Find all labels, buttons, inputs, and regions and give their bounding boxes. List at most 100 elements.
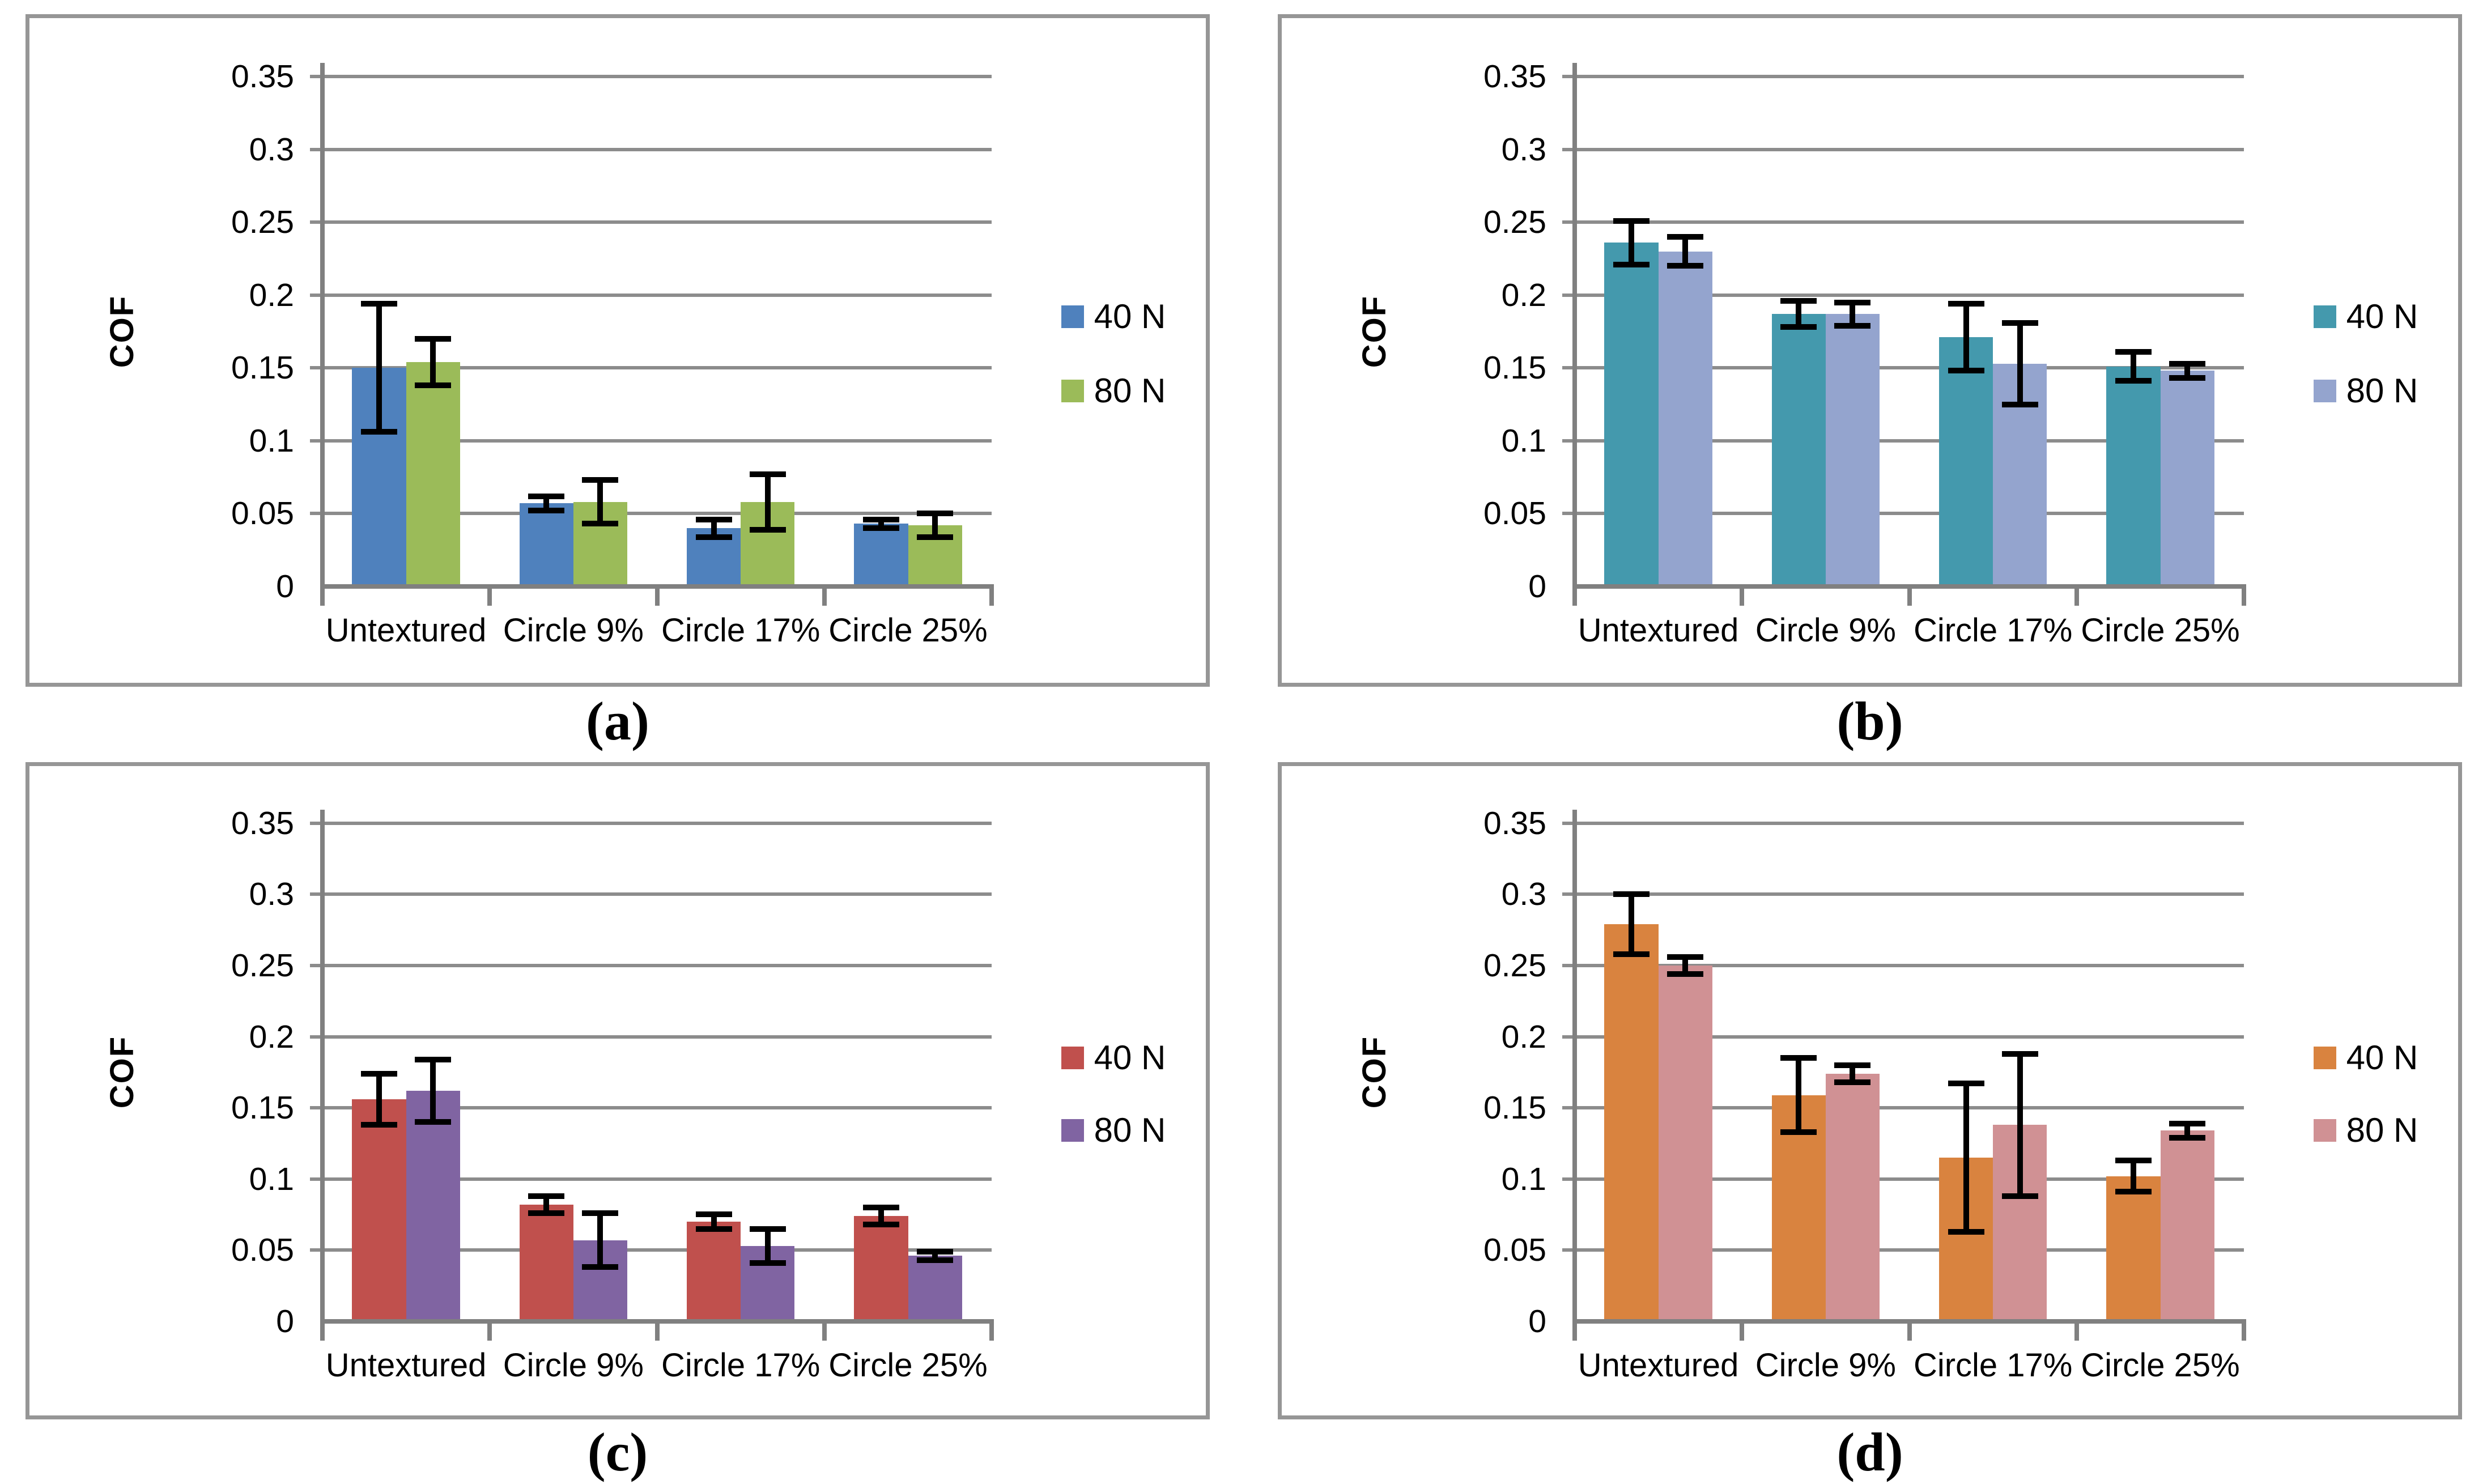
- y-axis-title: COF: [1356, 295, 1393, 368]
- bar-40n: [1939, 337, 1993, 586]
- x-category-label: Circle 25%: [2081, 1346, 2240, 1384]
- error-bar-cap-bottom: [361, 1122, 398, 1128]
- x-category-label: Untextured: [325, 1346, 487, 1384]
- error-bar-cap-top: [862, 516, 899, 522]
- error-bar-cap-bottom: [1834, 1079, 1871, 1085]
- y-axis-title: COF: [1356, 1036, 1393, 1109]
- error-bar-cap-bottom: [2115, 378, 2152, 384]
- x-axis-tick: [2242, 586, 2247, 606]
- panel-b-chart: 0 0.05 0.1 0.15 0.2 0.25 0.3 0.35 Untextured Circ…: [1278, 14, 2462, 687]
- error-bar: [932, 513, 938, 537]
- gridline: [309, 892, 992, 896]
- gridline: [1562, 147, 2244, 151]
- error-bar-cap-bottom: [862, 1222, 899, 1228]
- x-axis-tick: [2242, 1321, 2247, 1341]
- error-bar-cap-bottom: [2001, 401, 2038, 407]
- y-tick-label: 0: [1528, 1303, 1546, 1340]
- y-tick-label: 0: [1528, 568, 1546, 605]
- error-bar-cap-top: [695, 1211, 732, 1218]
- error-bar-cap-top: [1780, 298, 1817, 304]
- error-bar: [597, 1213, 603, 1268]
- gridline: [309, 1177, 992, 1181]
- error-bar: [1963, 1083, 1969, 1232]
- y-tick-label: 0.25: [231, 947, 294, 984]
- error-bar: [543, 496, 550, 511]
- y-tick-label: 0.05: [231, 495, 294, 532]
- y-tick-label: 0.2: [249, 277, 294, 313]
- error-bar-cap-bottom: [582, 521, 619, 527]
- error-bar-cap-top: [415, 1056, 452, 1062]
- error-bar-cap-bottom: [2001, 1193, 2038, 1199]
- gridline: [309, 963, 992, 967]
- y-tick-label: 0.1: [1501, 422, 1546, 459]
- legend-swatch: [2313, 305, 2336, 328]
- error-bar: [764, 474, 771, 530]
- error-bar-cap-bottom: [1613, 951, 1650, 957]
- gridline: [1562, 963, 2244, 967]
- bar-40n: [2106, 366, 2161, 586]
- legend-swatch: [1061, 305, 1084, 328]
- error-bar-cap-bottom: [917, 1257, 954, 1263]
- error-bar: [430, 338, 436, 386]
- error-bar-cap-top: [2115, 1158, 2152, 1164]
- error-bar: [2017, 322, 2023, 405]
- error-bar-cap-bottom: [1780, 1129, 1817, 1135]
- error-bar-cap-top: [528, 493, 565, 499]
- bar-80n: [2160, 1130, 2214, 1321]
- bar-80n: [1825, 1073, 1880, 1321]
- error-bar-cap-bottom: [1948, 1228, 1984, 1235]
- error-bar-cap-top: [1834, 1062, 1871, 1068]
- gridline: [309, 1035, 992, 1039]
- error-bar-cap-bottom: [2115, 1189, 2152, 1195]
- bar-40n: [854, 524, 908, 586]
- error-bar-cap-top: [2115, 349, 2152, 355]
- y-tick-label: 0.05: [1483, 1232, 1546, 1269]
- legend-label: 40 N: [1094, 297, 1166, 335]
- y-tick-label: 0.1: [1501, 1160, 1546, 1197]
- y-axis: [320, 809, 325, 1341]
- error-bar-cap-bottom: [749, 1260, 786, 1266]
- bar-40n: [1771, 314, 1826, 586]
- gridline: [1562, 75, 2244, 79]
- error-bar-cap-top: [749, 1226, 786, 1232]
- x-category-label: Circle 9%: [503, 1346, 644, 1384]
- legend-swatch: [2313, 1046, 2336, 1069]
- error-bar-cap-top: [749, 471, 786, 477]
- error-bar-cap-top: [917, 1248, 954, 1255]
- gridline: [1562, 439, 2244, 443]
- error-bar-cap-bottom: [528, 1210, 565, 1216]
- panel-d-caption: (d): [1836, 1422, 1903, 1482]
- gridline: [309, 366, 992, 370]
- error-bar: [1682, 956, 1689, 975]
- x-axis-tick: [1907, 586, 1912, 606]
- y-tick-label: 0.15: [1483, 350, 1546, 386]
- gridline: [309, 75, 992, 79]
- error-bar-cap-top: [1834, 299, 1871, 305]
- error-bar: [1629, 894, 1635, 954]
- legend-label: 80 N: [1094, 372, 1166, 410]
- gridline: [1562, 1248, 2244, 1252]
- error-bar: [764, 1228, 771, 1263]
- y-tick-label: 0.25: [231, 204, 294, 241]
- gridline: [309, 1248, 992, 1252]
- bar-80n: [908, 1256, 962, 1321]
- error-bar-cap-bottom: [1613, 261, 1650, 267]
- error-bar-cap-top: [1948, 301, 1984, 307]
- panel-c-chart: 0 0.05 0.1 0.15 0.2 0.25 0.3 0.35 Untextured Circ…: [25, 762, 1210, 1419]
- gridline: [1562, 512, 2244, 516]
- y-tick-label: 0.1: [249, 422, 294, 459]
- gridline: [1562, 293, 2244, 297]
- y-tick-label: 0.15: [231, 1090, 294, 1126]
- error-bar-cap-bottom: [1667, 971, 1704, 977]
- panel-b-caption: (b): [1836, 691, 1903, 751]
- error-bar: [711, 519, 717, 537]
- error-bar-cap-top: [1667, 233, 1704, 240]
- error-bar: [2130, 352, 2136, 381]
- y-axis: [1572, 63, 1577, 606]
- gridline: [309, 220, 992, 224]
- bar-40n: [519, 1204, 573, 1321]
- error-bar-cap-bottom: [917, 534, 954, 540]
- x-category-label: Circle 9%: [503, 611, 644, 649]
- error-bar-cap-bottom: [749, 526, 786, 533]
- error-bar: [543, 1196, 550, 1213]
